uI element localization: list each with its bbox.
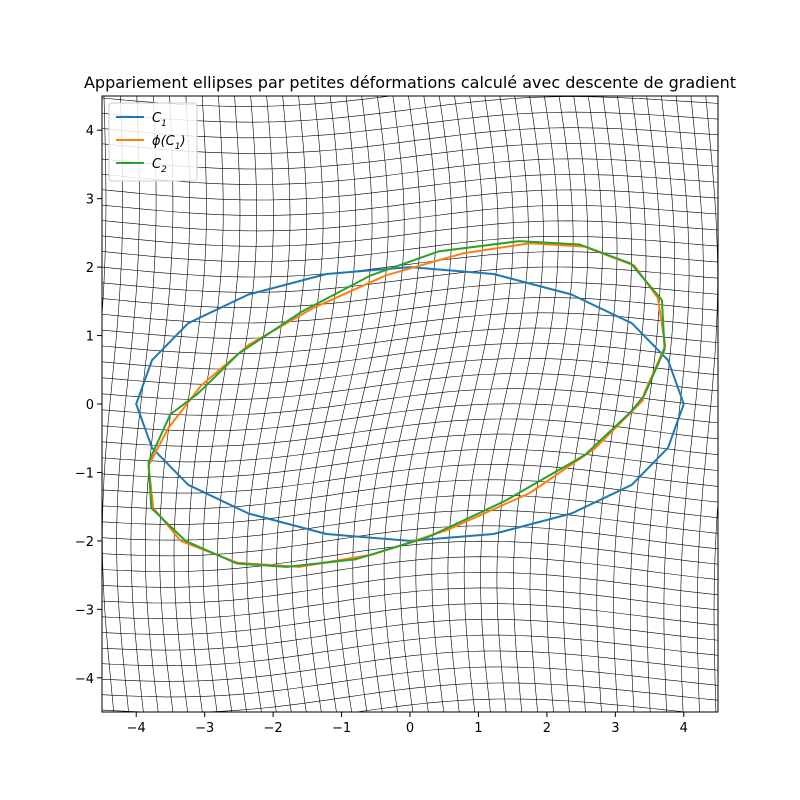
mesh-line	[102, 236, 718, 262]
mesh-line	[102, 297, 718, 324]
mesh-line	[102, 220, 718, 247]
x-tick-label: −2	[264, 721, 283, 736]
legend-box	[108, 102, 198, 182]
y-tick-label: −1	[75, 466, 94, 481]
legend-label-1: C1	[152, 111, 167, 129]
mesh-line	[463, 96, 514, 712]
x-tick-label: −4	[127, 721, 146, 736]
mesh-line	[680, 96, 704, 712]
series-line-1	[135, 266, 685, 542]
mesh-line	[546, 96, 589, 712]
mesh-line	[415, 96, 468, 712]
mesh-line	[102, 282, 718, 308]
mesh-line	[496, 96, 544, 712]
series-layer	[135, 240, 685, 568]
mesh-line	[663, 96, 690, 712]
x-tick-label: 1	[474, 721, 482, 736]
y-tick-label: 1	[86, 330, 94, 345]
mesh-line	[630, 96, 661, 712]
legend: C1 ϕ(C1) C2	[108, 102, 198, 182]
x-tick-label: 0	[406, 721, 414, 736]
mesh-line	[102, 373, 718, 401]
y-tick-label: 2	[86, 261, 94, 276]
mesh-line	[713, 497, 718, 712]
y-tick-label: −2	[75, 535, 94, 550]
mesh-line	[646, 96, 675, 712]
mesh-line	[613, 96, 647, 712]
legend-label-2: ϕ(C1)	[152, 134, 186, 152]
mesh-line	[579, 96, 618, 712]
mesh-line	[399, 96, 453, 712]
mesh-line	[102, 189, 718, 216]
mesh-line	[596, 96, 632, 712]
mesh-line	[480, 96, 529, 712]
series-line-3	[147, 240, 666, 568]
mesh-line	[697, 96, 718, 712]
mesh-line	[529, 96, 574, 712]
mesh-line	[102, 388, 718, 416]
mesh-line	[513, 96, 559, 712]
mesh-line	[102, 358, 718, 385]
mesh-line	[563, 96, 603, 712]
y-tick-label: 4	[86, 124, 94, 139]
plot-area	[102, 96, 718, 712]
x-tick-label: 2	[543, 721, 551, 736]
y-tick-label: 3	[86, 193, 94, 208]
y-tick-label: −4	[75, 672, 94, 687]
mesh-line	[102, 174, 718, 201]
mesh-line	[431, 96, 484, 712]
deformation-mesh	[102, 96, 718, 712]
mesh-line	[102, 312, 718, 339]
mesh-line	[102, 266, 718, 293]
mesh-line	[102, 342, 718, 370]
x-tick-label: −1	[332, 721, 351, 736]
y-tick-label: 0	[86, 398, 94, 413]
mesh-line	[102, 96, 107, 319]
y-tick-label: −3	[75, 603, 94, 618]
mesh-line	[102, 158, 718, 185]
x-tick-label: 3	[611, 721, 619, 736]
axis-ticks: −4 −3 −2 −1 0 1 2 3 4 −4 −3 −2 −1 0 1 2 3 4	[75, 124, 688, 736]
mesh-line	[102, 205, 718, 232]
mesh-line	[447, 96, 499, 712]
x-tick-label: 4	[680, 721, 688, 736]
chart-title: Appariement ellipses par petites déforma…	[84, 73, 736, 92]
x-tick-label: −3	[195, 721, 214, 736]
legend-label-3: C2	[152, 157, 167, 175]
mesh-line	[102, 327, 718, 355]
